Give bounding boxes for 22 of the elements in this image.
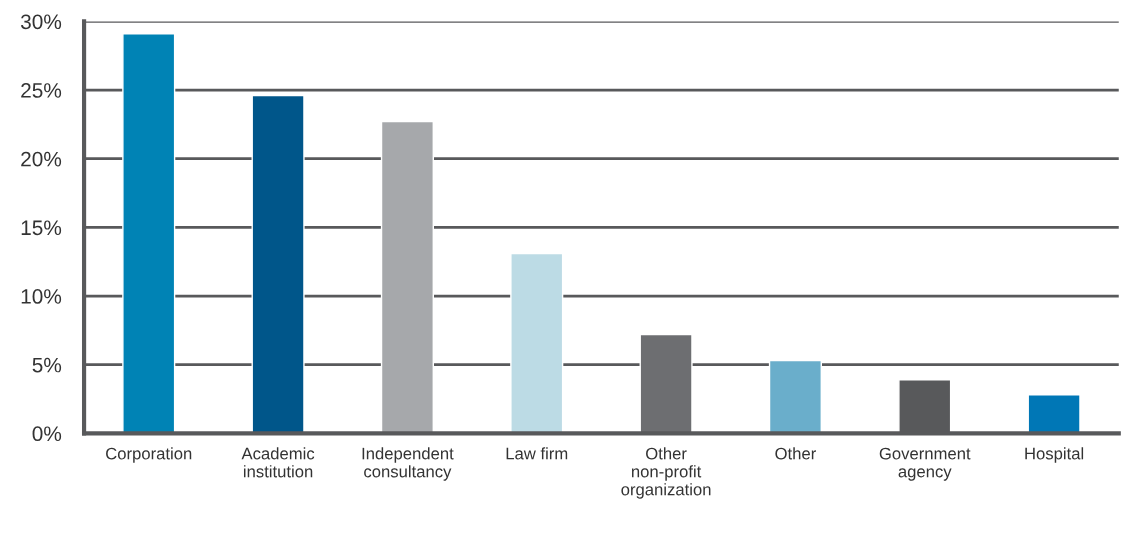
y-tick-label: 20%	[21, 151, 62, 167]
x-tick-label: Hospital	[1025, 447, 1084, 463]
x-tick-label: Other	[775, 447, 816, 460]
y-tick-label: 30%	[20, 14, 62, 30]
y-tick-label: 0%	[32, 426, 62, 442]
bar	[510, 252, 564, 434]
x-tick-label: Government agency	[879, 447, 971, 481]
bar	[380, 120, 434, 434]
bar	[251, 94, 305, 434]
x-tick-label: Corporation	[106, 447, 192, 463]
y-tick-label: 15%	[21, 220, 62, 236]
bar	[122, 33, 176, 434]
y-tick-label: 10%	[21, 289, 62, 304]
bar	[1027, 394, 1081, 434]
y-tick-label: 25%	[21, 83, 62, 98]
x-tick-label: Law firm	[506, 447, 568, 460]
x-tick-label: Other non-profit organization	[621, 447, 711, 499]
x-tick-label: Independent consultancy	[362, 447, 454, 481]
y-tick-label: 5%	[32, 357, 62, 373]
x-tick-label: Academic institution	[241, 447, 315, 478]
bar	[768, 359, 822, 434]
bar	[639, 333, 693, 434]
